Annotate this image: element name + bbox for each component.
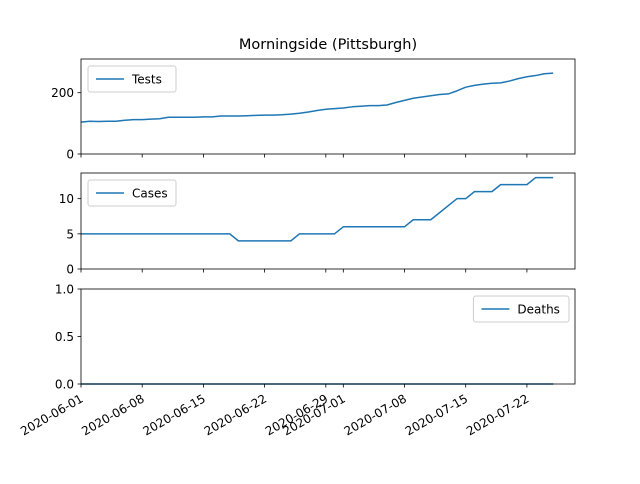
- x-tick-label: 2020-07-08: [342, 391, 409, 438]
- y-tick-label: 10: [59, 192, 74, 206]
- legend-box: [472, 295, 570, 323]
- y-tick-label: 0.0: [55, 378, 74, 392]
- x-tick-label: 2020-06-15: [141, 391, 208, 438]
- y-tick-label: 1.0: [55, 283, 74, 297]
- axes-frame: [80, 58, 576, 155]
- axes-frame: [80, 172, 576, 270]
- panel-2: 0 5 10 Cases: [59, 172, 576, 277]
- x-tick-label: 2020-07-15: [403, 391, 470, 438]
- legend-box: [87, 65, 177, 93]
- legend-box: [87, 179, 177, 207]
- legend: Deaths: [472, 295, 570, 323]
- y-tick-label: 5: [66, 227, 74, 241]
- x-tick-label: 2020-06-22: [202, 391, 269, 438]
- series-line-tests: [80, 72, 554, 123]
- chart-title: Morningside (Pittsburgh): [239, 37, 417, 53]
- legend-label: Cases: [132, 187, 168, 201]
- y-tick-label: 0: [66, 263, 74, 277]
- x-tick-label: 2020-07-22: [464, 391, 531, 438]
- y-tick-label: 0.5: [55, 330, 74, 344]
- legend-label: Deaths: [517, 303, 560, 317]
- x-tick-label: 2020-06-01: [18, 391, 85, 438]
- series-line-cases: [81, 176, 554, 242]
- legend: Cases: [87, 179, 177, 207]
- y-tick-label: 200: [51, 86, 74, 100]
- panel-1: 0 200 Tests: [51, 58, 576, 162]
- x-axis: 2020-06-012020-06-082020-06-152020-06-22…: [18, 391, 531, 438]
- panels: 0 200 Tests 0 5 10 Cases 0.0 0.5 1.0 Deaths: [51, 58, 576, 392]
- x-tick-label: 2020-06-08: [79, 391, 146, 438]
- legend: Tests: [87, 65, 177, 93]
- legend-label: Tests: [131, 73, 162, 87]
- panel-3: 0.0 0.5 1.0 Deaths: [55, 283, 576, 392]
- y-tick-label: 0: [66, 148, 74, 162]
